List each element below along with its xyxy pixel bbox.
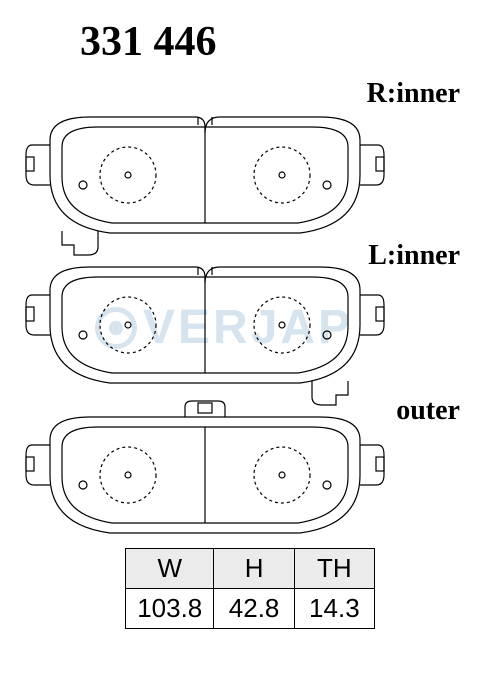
table-row: 103.8 42.8 14.3 xyxy=(126,589,375,629)
col-header-w: W xyxy=(126,549,214,589)
spec-table: W H TH 103.8 42.8 14.3 xyxy=(125,548,375,629)
table-row: W H TH xyxy=(126,549,375,589)
label-outer: outer xyxy=(396,395,460,427)
part-number: 331 446 xyxy=(80,18,217,66)
cell-w: 103.8 xyxy=(126,589,214,629)
col-header-th: TH xyxy=(294,549,374,589)
cell-h: 42.8 xyxy=(214,589,294,629)
page: 331 446 R:inner L:inner outer VERJAP xyxy=(0,0,500,689)
brake-pad-diagram xyxy=(20,95,400,555)
cell-th: 14.3 xyxy=(294,589,374,629)
col-header-h: H xyxy=(214,549,294,589)
